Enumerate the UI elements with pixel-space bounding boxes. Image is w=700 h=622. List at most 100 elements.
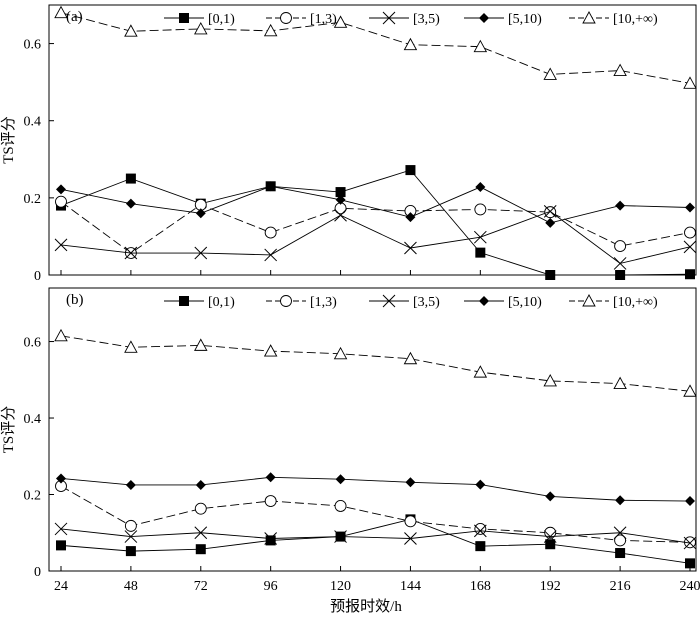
panel-label: (a) [66,9,83,25]
data-point [54,522,68,536]
data-point [335,474,346,485]
data-point [403,37,418,51]
data-point [543,205,557,218]
data-point [683,384,697,397]
series-line [60,201,691,254]
data-point [195,479,206,490]
data-point [334,530,347,543]
legend-marker [280,295,292,307]
x-tick-label: 48 [124,579,138,594]
legend: [0,1) [1,3) [3,5) [5,10) [10,+∞) [164,11,658,27]
data-point [54,238,68,252]
data-point [264,532,278,545]
data-point [405,477,416,488]
legend-label: [10,+∞) [613,12,658,27]
data-point [613,63,627,77]
x-tick-label: 144 [400,579,421,594]
data-point [685,496,695,507]
data-point [263,344,278,357]
series-4 [56,181,695,228]
legend-label: [3,5) [413,12,440,27]
series-line [60,169,691,276]
data-point [124,340,138,353]
y-tick-label: 0.4 [24,115,42,130]
data-point [264,226,277,239]
data-point [124,530,138,543]
series-line [60,476,691,502]
data-point [685,558,695,569]
series-line [60,335,691,392]
data-point [614,534,627,547]
data-point [194,338,208,351]
data-point [194,526,208,540]
data-point [615,495,626,506]
series-2 [55,480,696,549]
data-point [194,502,207,515]
y-tick-label: 0 [34,269,41,284]
data-point [685,269,695,280]
plot-frame [48,4,697,276]
data-point [685,202,695,213]
data-point [125,479,136,490]
data-point [613,376,627,390]
series-line [60,12,691,84]
legend-marker [179,296,189,306]
data-point [475,247,486,258]
series-4 [56,472,695,507]
data-point [544,526,557,539]
legend-item: [1,3) [266,295,337,310]
data-point [56,473,66,484]
data-point [404,241,417,255]
legend-item: [10,+∞) [569,11,658,27]
data-point [543,67,557,80]
data-point [683,76,697,89]
data-point [334,500,347,512]
y-axis-title: TS评分 [0,406,17,454]
series-line [60,485,691,543]
data-point [124,246,138,260]
series-3 [54,522,697,550]
legend-item: [0,1) [164,295,235,310]
x-tick-label: 120 [330,579,351,594]
legend-label: [1,3) [310,295,337,310]
data-point [195,208,206,219]
panel-b: 0 0.2 0.4 0.6 TS评分 (b) [0,1) [1,3) [3,5) [5,10) [1… [0,287,697,580]
y-axis-title: TS评分 [0,116,17,164]
series-line [60,528,691,544]
plot-frame [48,287,697,572]
legend-label: [5,10) [508,12,542,27]
series-3 [54,205,697,270]
legend-marker [479,296,489,306]
data-point [545,491,556,502]
data-point [683,240,697,254]
data-point [265,181,276,192]
legend-marker [582,294,596,307]
series-line [60,210,691,264]
data-point [615,200,626,211]
series-5 [54,5,697,89]
series-1 [56,165,695,280]
data-point [475,182,486,193]
x-tick-label: 192 [540,579,561,594]
data-point [613,526,627,540]
y-tick-label: 0 [34,565,41,580]
data-point [473,524,487,538]
legend-marker [479,13,489,23]
data-point [684,226,696,239]
data-point [405,212,416,223]
data-point [475,479,486,490]
data-point [545,539,556,550]
legend-item: [5,10) [464,295,542,310]
data-point [403,351,418,365]
data-point [54,328,68,342]
data-point [124,24,138,37]
data-point [265,472,276,483]
legend-item: [3,5) [369,294,440,310]
y-tick-label: 0.2 [24,192,42,207]
data-point [333,15,348,28]
data-point [335,187,346,198]
legend-label: [5,10) [508,295,542,310]
data-point [475,541,486,552]
data-point [125,198,136,209]
data-point [543,373,557,387]
